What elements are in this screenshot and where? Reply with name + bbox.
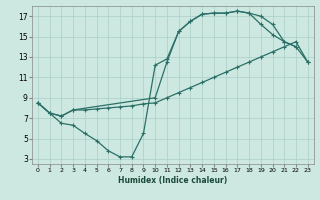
X-axis label: Humidex (Indice chaleur): Humidex (Indice chaleur) bbox=[118, 176, 228, 185]
